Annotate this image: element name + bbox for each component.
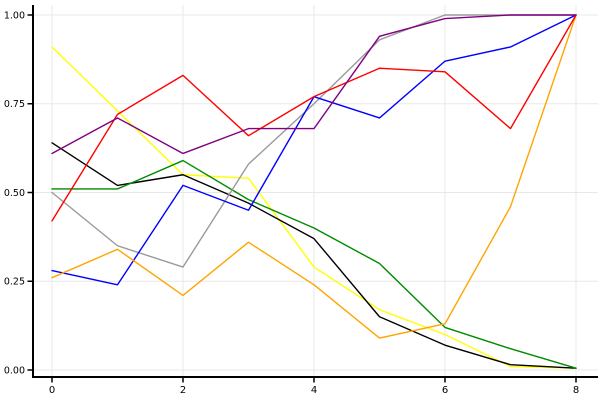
axes <box>32 5 598 378</box>
gridlines <box>33 5 598 377</box>
red-series-line <box>51 14 577 222</box>
x-tick-label: 8 <box>573 385 579 396</box>
purple-series-line <box>51 14 577 155</box>
series-group <box>51 14 577 369</box>
orange-series-line <box>51 14 577 339</box>
y-tick-label: 0.50 <box>4 188 25 199</box>
y-tick-label: 0.25 <box>4 277 25 288</box>
green-series-line <box>51 159 577 369</box>
y-tick-label: 1.00 <box>4 10 25 21</box>
black-series-line <box>51 142 577 369</box>
x-tick-label: 6 <box>442 385 448 396</box>
x-tick-label: 2 <box>180 385 186 396</box>
x-tick-label: 4 <box>311 385 317 396</box>
y-tick-label: 0.00 <box>4 365 25 376</box>
y-tick-label: 0.75 <box>4 99 25 110</box>
yellow-series-line <box>51 46 577 369</box>
x-tick-label: 0 <box>49 385 55 396</box>
tick-marks: 0.00 0.25 0.50 0.75 1.00 0 2 4 6 8 <box>4 10 579 396</box>
